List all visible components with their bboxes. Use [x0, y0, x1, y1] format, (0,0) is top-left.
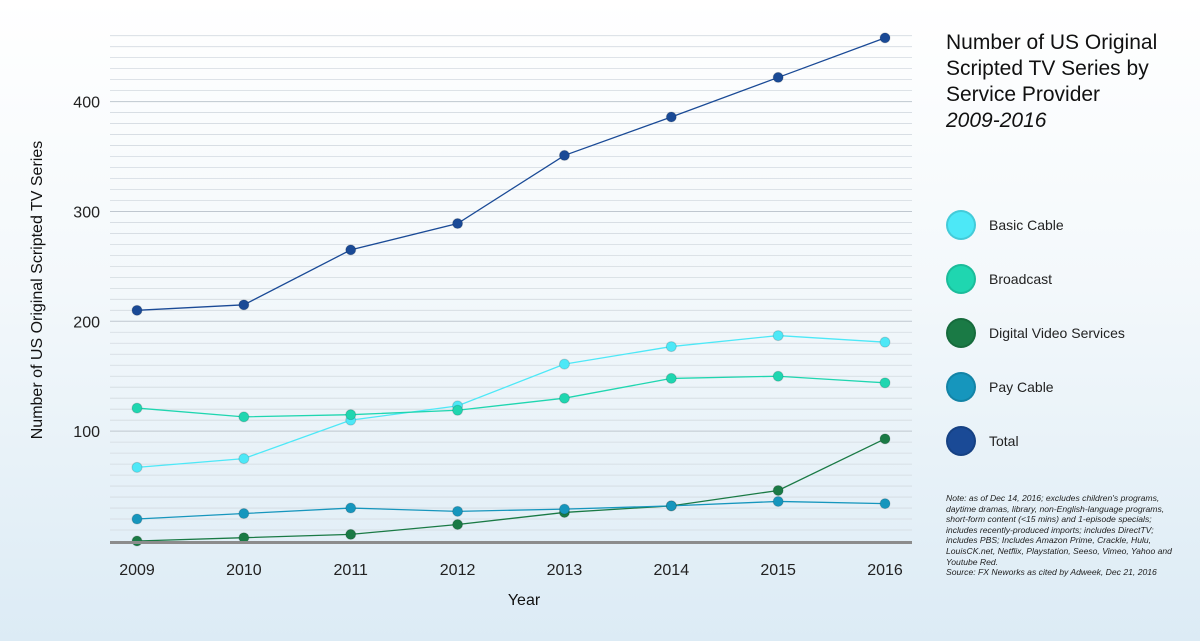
legend-item-pay-cable: Pay Cable: [946, 372, 1186, 406]
data-point-pay-cable: [879, 498, 891, 510]
footnote: Note: as of Dec 14, 2016; excludes child…: [946, 493, 1184, 578]
x-tick-label: 2015: [760, 562, 796, 579]
data-point-basic-cable: [772, 330, 784, 342]
x-tick-label: 2013: [547, 562, 583, 579]
data-point-pay-cable: [345, 502, 357, 514]
data-point-basic-cable: [238, 453, 250, 465]
data-point-total: [772, 71, 784, 83]
line-chart: 100 200 300 400 2009 2010 2011 2012 2013 2014 201…: [73, 32, 912, 579]
data-point-basic-cable: [879, 336, 891, 348]
data-point-total: [879, 32, 891, 44]
y-tick-label: 300: [73, 204, 100, 221]
legend-item-digital-video-services: Digital Video Services: [946, 318, 1186, 352]
data-point-total: [345, 244, 357, 256]
data-point-broadcast: [238, 411, 250, 423]
data-point-pay-cable: [665, 500, 677, 512]
data-point-total: [558, 149, 570, 161]
data-point-pay-cable: [238, 508, 250, 520]
y-axis-ticks: 100 200 300 400: [73, 95, 100, 442]
legend-label-total: Total: [989, 433, 1019, 449]
data-point-total: [452, 218, 464, 230]
footnote-text: Note: as of Dec 14, 2016; excludes child…: [946, 493, 1172, 567]
footnote-source: Source: FX Neworks as cited by Adweek, D…: [946, 567, 1157, 578]
legend-swatch-digital-video-services: [946, 318, 976, 348]
data-point-total: [238, 299, 250, 311]
data-point-broadcast: [665, 372, 677, 384]
data-point-broadcast: [131, 402, 143, 414]
chart-title: Number of US Original Scripted TV Series…: [946, 30, 1186, 134]
legend-label-digital-video-services: Digital Video Services: [989, 325, 1125, 341]
data-point-basic-cable: [665, 341, 677, 353]
y-tick-label: 100: [73, 424, 100, 441]
chart-title-main: Number of US Original Scripted TV Series…: [946, 31, 1158, 106]
series-lines: [136, 37, 886, 542]
x-tick-label: 2011: [334, 562, 369, 579]
x-tick-label: 2010: [226, 562, 262, 579]
data-point-broadcast: [452, 404, 464, 416]
data-point-total: [131, 304, 143, 316]
series-line-pay-cable: [136, 500, 886, 520]
legend-item-total: Total: [946, 426, 1186, 460]
legend-swatch-broadcast: [946, 264, 976, 294]
gridlines: [110, 35, 912, 531]
data-point-broadcast: [558, 392, 570, 404]
data-point-pay-cable: [772, 495, 784, 507]
legend-label-basic-cable: Basic Cable: [989, 217, 1064, 233]
data-point-broadcast: [772, 370, 784, 382]
data-point-basic-cable: [558, 358, 570, 370]
legend-item-basic-cable: Basic Cable: [946, 210, 1186, 244]
series-line-digital-video-services: [136, 438, 886, 542]
x-axis-ticks: 2009 2010 2011 2012 2013 2014 2015 2016: [119, 562, 903, 579]
data-point-broadcast: [345, 409, 357, 421]
legend-label-pay-cable: Pay Cable: [989, 379, 1054, 395]
data-point-digital-video-services: [452, 519, 464, 531]
data-point-total: [665, 111, 677, 123]
x-tick-label: 2014: [654, 562, 690, 579]
x-tick-label: 2009: [119, 562, 155, 579]
x-axis-baseline: [110, 541, 912, 544]
chart-title-subtitle: 2009-2016: [946, 109, 1047, 132]
series-line-broadcast: [136, 375, 886, 418]
data-point-broadcast: [879, 377, 891, 389]
x-tick-label: 2016: [867, 562, 903, 579]
data-point-pay-cable: [452, 505, 464, 517]
legend-item-broadcast: Broadcast: [946, 264, 1186, 298]
legend-swatch-basic-cable: [946, 210, 976, 240]
data-point-pay-cable: [131, 513, 143, 525]
data-point-digital-video-services: [772, 484, 784, 496]
y-axis-label: Number of US Original Scripted TV Series: [29, 140, 46, 440]
data-point-digital-video-services: [345, 528, 357, 540]
series-line-total: [136, 37, 886, 311]
series-line-basic-cable: [136, 334, 886, 469]
y-tick-label: 200: [73, 314, 100, 331]
legend-label-broadcast: Broadcast: [989, 271, 1053, 287]
y-tick-label: 400: [73, 95, 100, 112]
legend-swatch-total: [946, 426, 976, 456]
legend-swatch-pay-cable: [946, 372, 976, 402]
data-point-pay-cable: [558, 503, 570, 515]
data-point-digital-video-services: [879, 433, 891, 445]
x-tick-label: 2012: [440, 562, 476, 579]
x-axis-label: Year: [507, 592, 541, 609]
series-points: [131, 32, 891, 547]
data-point-basic-cable: [131, 461, 143, 473]
